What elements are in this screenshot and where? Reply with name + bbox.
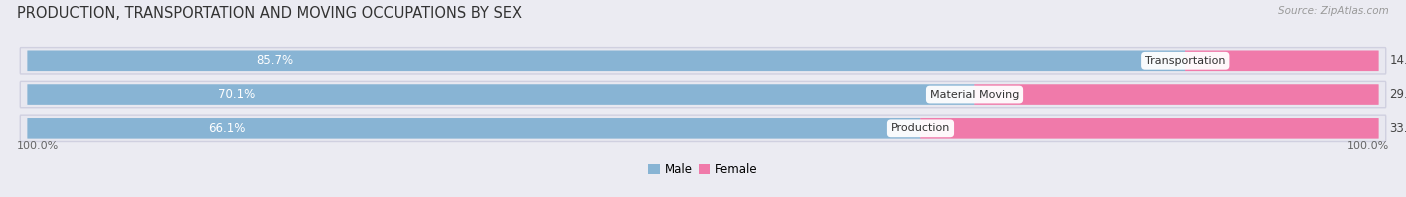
FancyBboxPatch shape: [27, 50, 1185, 71]
Text: 14.3%: 14.3%: [1389, 54, 1406, 67]
Text: 29.9%: 29.9%: [1389, 88, 1406, 101]
Text: Source: ZipAtlas.com: Source: ZipAtlas.com: [1278, 6, 1389, 16]
Text: Material Moving: Material Moving: [929, 90, 1019, 99]
FancyBboxPatch shape: [974, 84, 1379, 105]
FancyBboxPatch shape: [27, 118, 921, 139]
FancyBboxPatch shape: [20, 115, 1386, 141]
Legend: Male, Female: Male, Female: [644, 158, 762, 181]
Text: 100.0%: 100.0%: [1347, 141, 1389, 151]
Text: 66.1%: 66.1%: [208, 122, 246, 135]
FancyBboxPatch shape: [20, 81, 1386, 108]
Text: PRODUCTION, TRANSPORTATION AND MOVING OCCUPATIONS BY SEX: PRODUCTION, TRANSPORTATION AND MOVING OC…: [17, 6, 522, 21]
Text: 33.9%: 33.9%: [1389, 122, 1406, 135]
Text: 100.0%: 100.0%: [17, 141, 59, 151]
Text: 85.7%: 85.7%: [256, 54, 294, 67]
Text: Production: Production: [891, 123, 950, 133]
Text: Transportation: Transportation: [1144, 56, 1226, 66]
FancyBboxPatch shape: [921, 118, 1379, 139]
FancyBboxPatch shape: [27, 84, 974, 105]
Text: 70.1%: 70.1%: [218, 88, 256, 101]
FancyBboxPatch shape: [20, 48, 1386, 74]
FancyBboxPatch shape: [1185, 50, 1379, 71]
